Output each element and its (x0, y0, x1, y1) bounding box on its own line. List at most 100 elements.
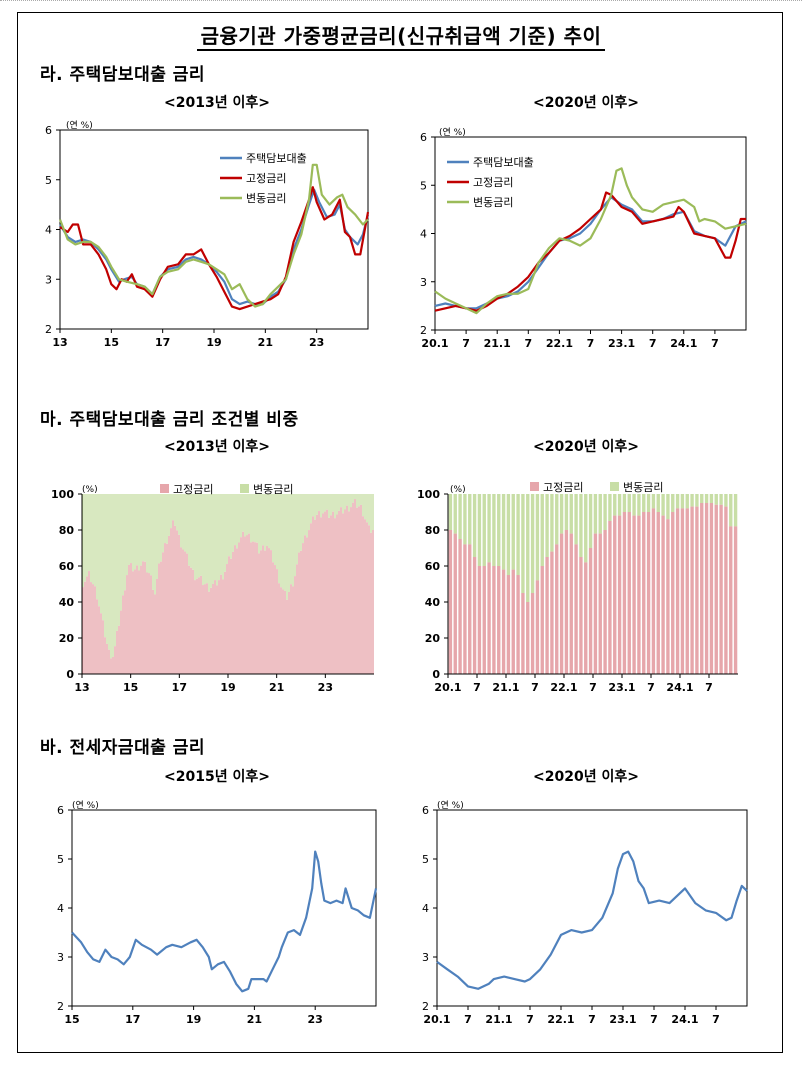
bar-floating (294, 494, 296, 577)
bar-fixed (492, 566, 496, 674)
bar-floating (154, 494, 156, 595)
bar-floating (332, 494, 334, 512)
bar-floating (733, 494, 738, 527)
bar-fixed (555, 544, 559, 674)
bar-fixed (310, 523, 312, 674)
bar-fixed (302, 543, 304, 674)
bar-floating (188, 494, 190, 566)
bar-fixed (252, 541, 254, 674)
bar-floating (264, 494, 266, 551)
bar-floating (666, 494, 670, 520)
bar-fixed (116, 630, 118, 674)
bar-fixed (188, 565, 190, 674)
bar-fixed (338, 510, 340, 674)
series-line-rate (71, 850, 378, 993)
bar-fixed (224, 571, 226, 674)
bar-floating (550, 494, 554, 552)
bar-floating (308, 494, 310, 531)
series-line-변동금리 (58, 163, 369, 308)
bar-fixed (324, 511, 326, 674)
subtitle-right-1: <2020년 이후> (533, 95, 639, 111)
x-tick-label: 17 (172, 681, 187, 694)
x-tick-label: 20.1 (434, 681, 461, 694)
bar-floating (482, 494, 486, 566)
series-line-고정금리 (59, 186, 370, 311)
bar-floating (98, 494, 100, 607)
bar-floating (236, 494, 238, 549)
y-tick-label: 4 (45, 224, 52, 237)
bar-fixed (272, 562, 274, 674)
y-tick-label: 5 (45, 174, 52, 187)
y-tick-label: 5 (420, 179, 427, 192)
bar-fixed (212, 583, 214, 674)
bar-floating (704, 494, 709, 503)
bar-fixed (206, 583, 208, 674)
y-tick-label: 4 (420, 228, 427, 241)
bar-fixed (244, 536, 246, 674)
bar-floating (564, 494, 569, 530)
bar-fixed (254, 542, 256, 674)
bar-floating (497, 494, 501, 566)
bar-fixed (685, 508, 689, 674)
bar-fixed (204, 584, 206, 674)
bar-floating (172, 494, 174, 521)
page-title: 금융기관 가중평균금리(신규취급액 기준) 추이 (0, 20, 802, 51)
bar-fixed (342, 513, 344, 674)
bar-fixed (110, 658, 112, 674)
bar-fixed (182, 549, 184, 674)
section-title-jeonse-rate: 바. 전세자금대출 금리 (40, 738, 206, 758)
bar-fixed (150, 575, 152, 674)
bar-floating (194, 494, 196, 581)
bar-fixed (680, 508, 685, 674)
x-tick-label: 7 (524, 337, 532, 350)
bar-fixed (671, 512, 675, 674)
subtitle-left-2: <2013년 이후> (164, 439, 270, 455)
bar-fixed (94, 586, 96, 674)
bar-fixed (695, 506, 699, 674)
y-tick-label: 20 (59, 632, 75, 645)
y-tick-label: 3 (57, 951, 64, 964)
bar-floating (212, 494, 214, 584)
bar-fixed (584, 562, 588, 674)
bar-fixed (356, 507, 358, 674)
bar-fixed (240, 537, 242, 674)
bar-floating (276, 494, 278, 570)
bar-fixed (120, 610, 122, 674)
bar-fixed (106, 643, 108, 674)
legend-label-floating: 변동금리 (623, 481, 663, 494)
bar-fixed (521, 593, 525, 674)
bar-floating (555, 494, 559, 545)
bar-fixed (366, 522, 368, 674)
y-tick-label: 60 (425, 560, 441, 573)
bar-floating (290, 494, 292, 585)
bar-fixed (574, 544, 578, 674)
bar-floating (348, 494, 350, 512)
bar-fixed (102, 620, 104, 674)
x-tick-label: 22.1 (547, 1013, 574, 1026)
legend-label: 변동금리 (246, 192, 286, 205)
bar-floating (206, 494, 208, 584)
plot-frame (59, 129, 369, 330)
bar-fixed (559, 533, 564, 674)
bar-fixed (336, 514, 338, 674)
bar-floating (262, 494, 264, 546)
bar-fixed (98, 606, 100, 674)
bar-fixed (140, 565, 142, 674)
bar-floating (102, 494, 104, 621)
bar-floating (238, 494, 240, 543)
bar-floating (646, 494, 651, 512)
section-title-mortgage-share: 마. 주택담보대출 금리 조건별 비중 (40, 410, 299, 430)
y-tick-label: 40 (425, 596, 441, 609)
y-tick-label: 60 (59, 560, 75, 573)
bar-fixed (296, 564, 298, 674)
bar-fixed (194, 580, 196, 674)
y-tick-label: 2 (420, 324, 427, 337)
bar-floating (366, 494, 368, 523)
bar-fixed (130, 563, 132, 674)
bar-fixed (216, 585, 218, 674)
bar-fixed (330, 515, 332, 674)
bar-fixed (526, 602, 530, 674)
bar-floating (506, 494, 511, 575)
bar-floating (208, 494, 210, 592)
